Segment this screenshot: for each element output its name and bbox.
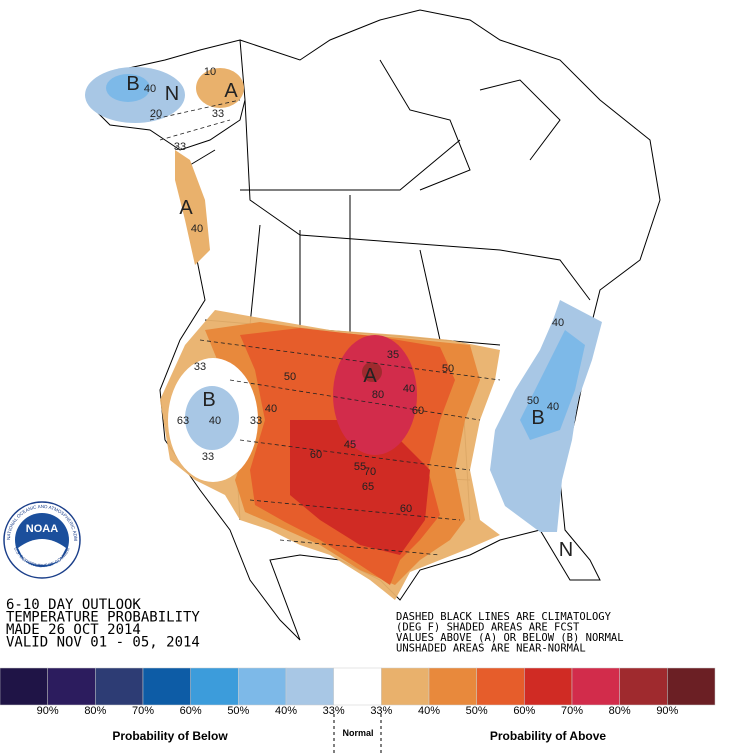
contour-label: 60: [310, 449, 322, 461]
contour-label: 55: [354, 461, 366, 473]
legend-label: 80%: [84, 705, 106, 717]
legend-label: 50%: [466, 705, 488, 717]
forecast-shading: [85, 67, 602, 600]
logo-ring-bottom-text: U.S. DEPARTMENT OF COMMERCE: [0, 0, 71, 568]
legend-label: 40%: [418, 705, 440, 717]
header-line: VALID NOV 01 - 05, 2014: [6, 635, 200, 651]
legend-swatch: [238, 667, 287, 706]
legend-label: 40%: [275, 705, 297, 717]
legend-label: 80%: [609, 705, 631, 717]
region-letter: A: [179, 197, 193, 219]
contour-label: 80: [372, 389, 384, 401]
header-line: TEMPERATURE PROBABILITY: [6, 610, 200, 626]
contour-label: 60: [412, 405, 424, 417]
region-letter: B: [531, 407, 544, 429]
contour-label: 10: [204, 66, 216, 78]
contour-label: 45: [344, 439, 356, 451]
region-letter: A: [224, 80, 238, 102]
contour-label: 65: [362, 481, 374, 493]
region-letter: B: [126, 73, 139, 95]
header-line: 6-10 DAY OUTLOOK: [6, 597, 141, 613]
region-letter: N: [559, 539, 573, 561]
logo-ring-top-text: NATIONAL OCEANIC AND ATMOSPHERIC ADMINIS…: [0, 0, 78, 541]
region-letter: N: [165, 83, 179, 105]
legend-label: 33%: [323, 705, 345, 717]
legend-swatch: [524, 667, 573, 706]
logo-ring-bottom: U.S. DEPARTMENT OF COMMERCE: [0, 0, 71, 568]
contour-label: 50: [442, 363, 454, 375]
region-letter: A: [363, 365, 377, 387]
contour-label: 70: [364, 466, 376, 478]
legend-above: Probability of Above: [490, 729, 607, 743]
legend-swatch: [381, 667, 430, 706]
contour-label: 33: [202, 451, 214, 463]
contour-label: 33: [250, 415, 262, 427]
contour-label: 40: [209, 415, 221, 427]
contour-label: 35: [387, 349, 399, 361]
legend: Probability of Below Normal Probability …: [0, 667, 716, 756]
logo-name: NOAA: [26, 523, 58, 535]
logo-ring-top: NATIONAL OCEANIC AND ATMOSPHERIC ADMINIS…: [0, 0, 78, 541]
contour-label: 40: [547, 401, 559, 413]
legend-swatch: [428, 667, 477, 706]
legend-swatch: [571, 667, 620, 706]
legend-label: 70%: [132, 705, 154, 717]
note-line: VALUES ABOVE (A) OR BELOW (B) NORMAL: [396, 632, 624, 644]
noaa-logo: NOAA NATIONAL OCEANIC AND ATMOSPHERIC AD…: [0, 0, 81, 579]
legend-label: 90%: [656, 705, 678, 717]
legend-below: Probability of Below: [112, 729, 228, 743]
legend-swatch: [476, 667, 525, 706]
legend-label: 70%: [561, 705, 583, 717]
legend-swatch: [0, 667, 48, 706]
legend-swatch: [285, 667, 334, 706]
legend-swatch: [142, 667, 191, 706]
contour-label: 33: [174, 141, 186, 153]
contour-label: 40: [403, 383, 415, 395]
contour-label: 20: [150, 108, 162, 120]
contour-label: 63: [177, 415, 189, 427]
contour-label: 40: [191, 223, 203, 235]
contour-label: 33: [212, 108, 224, 120]
region-letter: B: [202, 389, 215, 411]
note-line: (DEG F) SHADED AREAS ARE FCST: [396, 622, 580, 634]
legend-label: 90%: [37, 705, 59, 717]
contour-label: 40: [552, 317, 564, 329]
legend-swatch: [95, 667, 144, 706]
legend-swatch: [667, 667, 716, 706]
notes: DASHED BLACK LINES ARE CLIMATOLOGY(DEG F…: [396, 611, 624, 655]
legend-label: 33%: [370, 705, 392, 717]
contour-label: 40: [265, 403, 277, 415]
note-line: UNSHADED AREAS ARE NEAR-NORMAL: [396, 643, 586, 655]
note-line: DASHED BLACK LINES ARE CLIMATOLOGY: [396, 611, 612, 623]
contour-label: 33: [194, 361, 206, 373]
contour-label: 60: [400, 503, 412, 515]
legend-label: 60%: [513, 705, 535, 717]
legend-swatch: [47, 667, 96, 706]
legend-swatch: [619, 667, 668, 706]
contour-label: 40: [144, 83, 156, 95]
climatology-lines: [149, 99, 501, 556]
legend-swatch: [190, 667, 239, 706]
legend-normal: Normal: [342, 728, 373, 738]
contour-label: 50: [284, 371, 296, 383]
header-line: MADE 26 OCT 2014: [6, 622, 141, 638]
legend-swatch: [333, 667, 382, 706]
legend-label: 50%: [227, 705, 249, 717]
contour-label: 50: [527, 395, 539, 407]
legend-label: 60%: [180, 705, 202, 717]
